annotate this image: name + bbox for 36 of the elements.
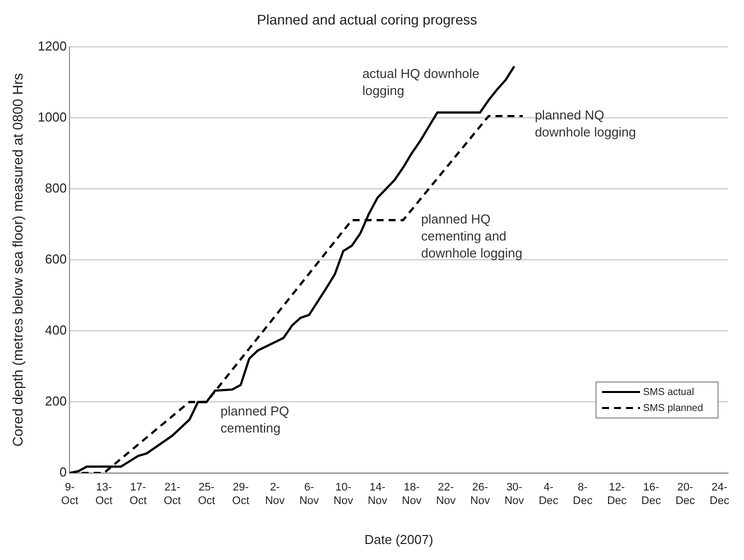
x-tick-label: 16-Dec bbox=[641, 482, 662, 507]
x-tick-label: 17-Oct bbox=[130, 482, 147, 507]
x-tick-label: 13-Oct bbox=[95, 482, 112, 507]
y-axis-title: Cored depth (metres below sea floor) measured at 0800 Hrs bbox=[9, 73, 26, 447]
x-tick-label: 21-Oct bbox=[164, 482, 181, 507]
x-tick-label: 30-Nov bbox=[504, 482, 525, 507]
annotation: planned NQ downhole logging bbox=[534, 108, 636, 140]
y-tick-label: 1200 bbox=[38, 38, 67, 54]
x-tick-label: 8-Dec bbox=[572, 482, 593, 507]
y-tick-label: 800 bbox=[45, 180, 67, 196]
x-tick-label: 20-Dec bbox=[675, 482, 696, 507]
x-tick-label: 10-Nov bbox=[334, 482, 354, 507]
x-tick-label: 2-Nov bbox=[265, 482, 286, 507]
legend-label: SMS actual bbox=[643, 386, 694, 398]
chart-title: Planned and actual coring progress bbox=[256, 11, 478, 28]
legend-label: SMS planned bbox=[643, 402, 704, 414]
x-tick-label: 6-Nov bbox=[299, 482, 320, 507]
y-tick-label: 400 bbox=[45, 322, 67, 338]
annotation: planned HQ cementing and downhole logging bbox=[421, 212, 522, 261]
annotation: planned PQ cementing bbox=[220, 404, 290, 436]
x-axis-title: Date (2007) bbox=[364, 532, 434, 547]
y-tick-label: 0 bbox=[59, 464, 67, 480]
x-tick-label: 12-Dec bbox=[607, 482, 628, 507]
x-tick-label: 14-Nov bbox=[368, 482, 388, 507]
x-tick-label: 25-Oct bbox=[198, 482, 216, 507]
y-tick-label: 1000 bbox=[38, 109, 67, 124]
x-tick-label: 22-Nov bbox=[436, 482, 456, 507]
x-tick-label: 9-Oct bbox=[61, 482, 78, 507]
y-tick-label: 600 bbox=[45, 251, 67, 266]
x-tick-label: 24-Dec bbox=[710, 482, 730, 507]
x-tick-label: 4-Dec bbox=[538, 482, 559, 507]
x-tick-label: 26-Nov bbox=[470, 482, 490, 507]
annotation: actual HQ downhole logging bbox=[362, 66, 480, 98]
x-tick-label: 29-Oct bbox=[232, 482, 250, 507]
x-tick-label: 18-Nov bbox=[402, 482, 422, 507]
y-tick-label: 200 bbox=[45, 394, 67, 409]
